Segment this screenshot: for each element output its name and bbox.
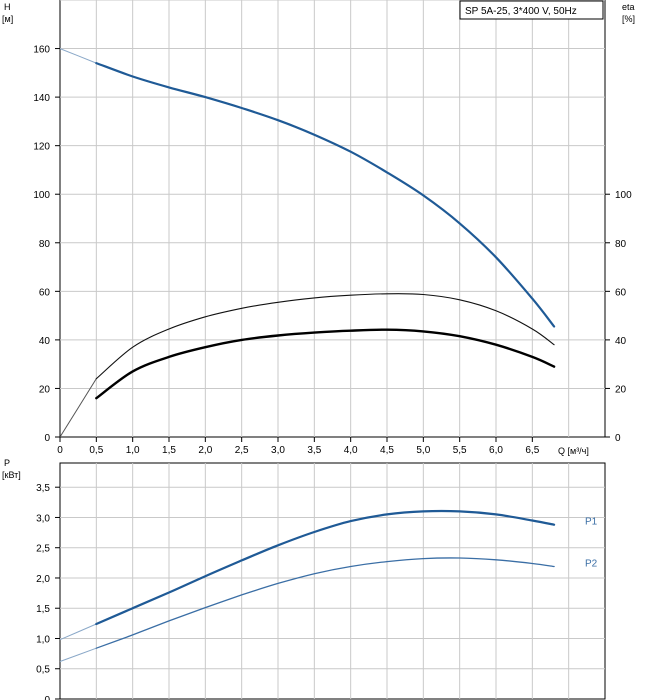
- upper-left-axis-ticks: 0 20 40 60 80 100 120 140 160: [33, 45, 60, 444]
- power-axis-tick-label: 3,0: [36, 513, 50, 524]
- lower-series-labels: P1 P2: [585, 517, 598, 570]
- upper-series: [59, 48, 556, 438]
- lower-grid: [60, 463, 605, 699]
- series-label-p2: P2: [585, 558, 598, 569]
- power-axis-label: P: [4, 458, 10, 468]
- efficiency-curve-hydraulic: [95, 293, 555, 380]
- right-axis-tick-label: 80: [615, 239, 627, 250]
- left-axis-tick-label: 100: [33, 190, 50, 201]
- right-axis-tick-label: 100: [615, 190, 632, 201]
- left-axis-tick-label: 20: [39, 384, 51, 395]
- right-axis-tick-label: 0: [615, 433, 621, 444]
- lower-chart: 0 0,5 1,0 1,5 2,0 2,5 3,0 3,5 P1 P2 P [кВт]: [2, 458, 606, 700]
- x-axis-tick-label: 4,5: [380, 445, 394, 456]
- power-curve-p2-extension: [59, 647, 97, 662]
- power-axis-tick-label: 3,5: [36, 483, 50, 494]
- head-curve: [95, 62, 556, 328]
- x-axis-tick-label: 2,5: [235, 445, 249, 456]
- left-axis-tick-label: 160: [33, 45, 50, 56]
- power-curve-p1-extension: [59, 623, 97, 641]
- x-axis-tick-label: 3,5: [307, 445, 321, 456]
- right-axis-tick-label: 40: [615, 336, 627, 347]
- right-axis-unit: [%]: [622, 14, 635, 24]
- x-axis-tick-label: 1,0: [126, 445, 140, 456]
- x-axis-tick-label: 5,0: [416, 445, 430, 456]
- right-axis-label: eta: [622, 2, 635, 12]
- upper-plot-area: [59, 0, 606, 438]
- efficiency-curve-hydraulic-extension: [59, 378, 97, 438]
- right-axis-tick-label: 60: [615, 287, 627, 298]
- x-axis-tick-label: 4,0: [344, 445, 358, 456]
- x-axis-tick-label: 1,5: [162, 445, 176, 456]
- upper-right-axis-ticks: 0 20 40 60 80 100: [605, 190, 632, 444]
- series-label-p1: P1: [585, 517, 598, 528]
- lower-series: [59, 509, 556, 662]
- left-axis-tick-label: 60: [39, 287, 51, 298]
- power-axis-tick-label: 0: [44, 695, 50, 700]
- x-axis-tick-label: 0: [57, 445, 63, 456]
- power-axis-tick-label: 1,0: [36, 634, 50, 645]
- power-axis-tick-label: 1,5: [36, 604, 50, 615]
- left-axis-tick-label: 40: [39, 336, 51, 347]
- x-axis-tick-label: 6,5: [525, 445, 539, 456]
- left-axis-tick-label: 120: [33, 142, 50, 153]
- efficiency-curve-total: [95, 328, 556, 400]
- upper-grid: [60, 0, 605, 437]
- x-axis-label: Q [м³/ч]: [558, 446, 589, 456]
- left-axis-tick-label: 80: [39, 239, 51, 250]
- x-axis-tick-label: 0,5: [89, 445, 103, 456]
- left-axis-tick-label: 140: [33, 93, 50, 104]
- lower-left-axis-ticks: 0 0,5 1,0 1,5 2,0 2,5 3,0 3,5: [36, 483, 60, 700]
- left-axis-tick-label: 0: [44, 433, 50, 444]
- power-axis-tick-label: 2,0: [36, 574, 50, 585]
- right-axis-tick-label: 20: [615, 384, 627, 395]
- power-axis-tick-label: 0,5: [36, 665, 50, 676]
- x-axis-ticks: 0 0,5 1,0 1,5 2,0 2,5 3,0 3,5 4,0 4,5 5,0 5,5 6,0 6,5: [57, 437, 540, 456]
- upper-chart: 0 20 40 60 80 100 120 140 160 0 20 40 60 80 100 0 0,5 1…: [2, 0, 635, 456]
- lower-plot-area: [59, 462, 606, 700]
- power-curve-p1: [95, 509, 556, 626]
- power-axis-tick-label: 2,5: [36, 544, 50, 555]
- x-axis-tick-label: 5,5: [453, 445, 467, 456]
- left-axis-unit: [м]: [2, 14, 13, 24]
- x-axis-tick-label: 2,0: [198, 445, 212, 456]
- x-axis-tick-label: 6,0: [489, 445, 503, 456]
- x-axis-tick-label: 3,0: [271, 445, 285, 456]
- power-axis-unit: [кВт]: [2, 470, 21, 480]
- left-axis-label: H: [4, 2, 11, 12]
- power-curve-p2: [95, 557, 555, 649]
- chart-title: SP 5A-25, 3*400 V, 50Hz: [465, 6, 577, 17]
- legend-box: [459, 0, 604, 20]
- head-curve-extension: [59, 48, 97, 64]
